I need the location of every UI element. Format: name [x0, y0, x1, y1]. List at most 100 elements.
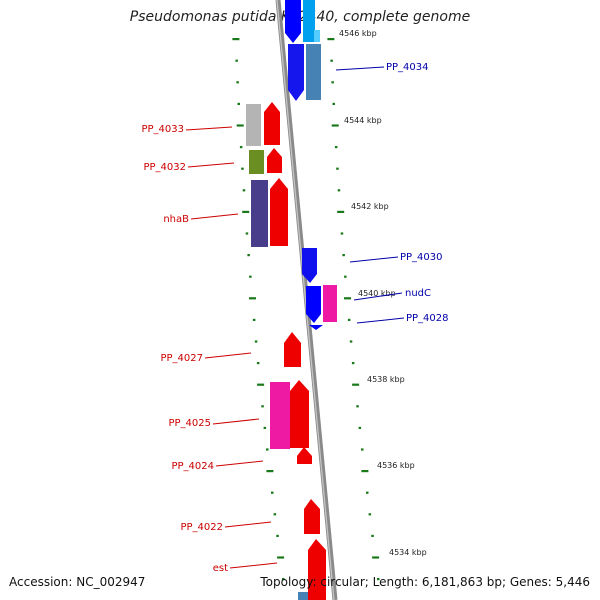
- right-tick-13: [347, 318, 351, 321]
- right-tick-0: [327, 38, 335, 41]
- left-tick-10: [247, 254, 250, 257]
- gene-pp4025-magenta[interactable]: [270, 382, 290, 449]
- label-pp4024[interactable]: PP_4024: [171, 461, 214, 472]
- scale-label-4546: 4546 kbp: [339, 29, 377, 38]
- gene-pp4032-olive[interactable]: [249, 150, 264, 174]
- label-pp4022[interactable]: PP_4022: [180, 522, 223, 533]
- gene-pp4032-arrow[interactable]: [267, 148, 282, 173]
- right-tick-18: [358, 426, 362, 429]
- right-tick-7: [337, 189, 341, 192]
- right-tick-2: [331, 81, 334, 84]
- leader-nhab: [190, 213, 239, 220]
- left-tick-24: [277, 556, 285, 559]
- leader-lines: [185, 66, 405, 569]
- leader-nudc: [353, 292, 403, 301]
- left-tick-18: [263, 426, 267, 429]
- right-tick-21: [366, 491, 369, 494]
- scale-label-4536: 4536 kbp: [377, 461, 415, 470]
- left-tick-5: [239, 146, 243, 149]
- left-tick-7: [242, 189, 246, 192]
- left-tick-3: [237, 102, 240, 105]
- right-tick-15: [351, 362, 355, 365]
- leader-pp4032: [187, 162, 235, 168]
- label-nudc[interactable]: nudC: [405, 288, 431, 299]
- left-tick-14: [254, 340, 258, 343]
- left-tick-2: [236, 81, 239, 84]
- gene-pp4030-arrow[interactable]: [302, 248, 317, 283]
- label-pp4034[interactable]: PP_4034: [386, 62, 429, 73]
- right-tick-14: [349, 340, 353, 343]
- right-tick-22: [368, 513, 372, 516]
- gene-nhab-slate[interactable]: [251, 180, 268, 247]
- leader-pp4027: [204, 352, 252, 359]
- right-tick-1: [330, 59, 333, 62]
- left-tick-track: [232, 38, 285, 581]
- right-tick-25: [377, 578, 380, 581]
- leader-pp4033: [185, 126, 233, 131]
- left-tick-13: [252, 318, 256, 321]
- right-tick-10: [342, 254, 345, 257]
- gene-nudc-arrow[interactable]: [306, 286, 321, 323]
- label-pp4025[interactable]: PP_4025: [168, 418, 211, 429]
- gene-pp4022-arrow[interactable]: [304, 499, 320, 534]
- right-tick-12: [344, 297, 351, 300]
- forward-strand-genes: [246, 102, 326, 600]
- label-pp4032[interactable]: PP_4032: [143, 162, 186, 173]
- gene-pp4027-arrow[interactable]: [284, 332, 301, 367]
- label-pp4030[interactable]: PP_4030: [400, 252, 443, 263]
- left-tick-20: [266, 470, 274, 473]
- gene-pp4034-arrow[interactable]: [288, 44, 304, 101]
- gene-nhab-arrow[interactable]: [270, 178, 288, 246]
- gene-pp4033-arrow[interactable]: [264, 102, 280, 145]
- gene-top-cyan[interactable]: [303, 0, 315, 42]
- left-tick-22: [273, 513, 277, 516]
- right-tick-5: [334, 146, 338, 149]
- right-tick-4: [331, 124, 339, 127]
- label-nhab[interactable]: nhaB: [163, 214, 189, 225]
- gene-top-cyan-2[interactable]: [314, 30, 320, 42]
- gene-bottom-steel[interactable]: [298, 592, 312, 600]
- leader-est: [229, 562, 278, 569]
- accession-text: Accession: NC_002947: [9, 575, 146, 589]
- right-tick-16: [352, 383, 360, 386]
- left-tick-25: [282, 578, 285, 581]
- left-tick-16: [257, 383, 265, 386]
- right-tick-17: [356, 405, 359, 408]
- left-tick-15: [256, 362, 260, 365]
- label-est[interactable]: est: [213, 563, 228, 574]
- scale-label-4534: 4534 kbp: [389, 548, 427, 557]
- gene-pp4025-arrow[interactable]: [290, 380, 309, 448]
- gene-pp4024-arrow[interactable]: [297, 447, 312, 464]
- label-pp4028[interactable]: PP_4028: [406, 313, 449, 324]
- topology-text: Topology: circular; Length: 6,181,863 bp…: [260, 575, 590, 589]
- leader-pp4025: [212, 418, 260, 425]
- right-tick-8: [337, 210, 345, 213]
- scale-label-4542: 4542 kbp: [351, 202, 389, 211]
- left-tick-12: [249, 297, 256, 300]
- label-pp4027[interactable]: PP_4027: [160, 353, 203, 364]
- gene-est-arrow[interactable]: [308, 539, 326, 600]
- gene-labels: PP_4034 PP_4030 nudC PP_4028 PP_4033 PP_…: [141, 62, 448, 574]
- gene-pp4034-steel[interactable]: [306, 44, 321, 100]
- right-tick-track: [327, 38, 380, 581]
- right-tick-24: [372, 556, 380, 559]
- left-tick-0: [232, 38, 240, 41]
- label-pp4033[interactable]: PP_4033: [141, 124, 184, 135]
- leader-pp4030: [349, 256, 399, 263]
- gene-pp4033-gray[interactable]: [246, 104, 261, 146]
- leader-pp4022: [224, 521, 272, 528]
- left-tick-17: [261, 405, 264, 408]
- scale-labels: 4546 kbp 4544 kbp 4542 kbp 4540 kbp 4538…: [339, 29, 427, 557]
- right-tick-3: [332, 102, 335, 105]
- right-tick-19: [361, 448, 364, 451]
- left-tick-8: [242, 210, 250, 213]
- right-tick-9: [340, 232, 344, 235]
- gene-pp4028-arrow[interactable]: [309, 325, 323, 330]
- left-tick-23: [276, 534, 279, 537]
- gene-top-blue-1[interactable]: [285, 0, 301, 43]
- gene-nudc-magenta[interactable]: [323, 285, 337, 322]
- right-tick-23: [371, 534, 374, 537]
- right-tick-20: [361, 470, 369, 473]
- leader-pp4024: [215, 460, 264, 467]
